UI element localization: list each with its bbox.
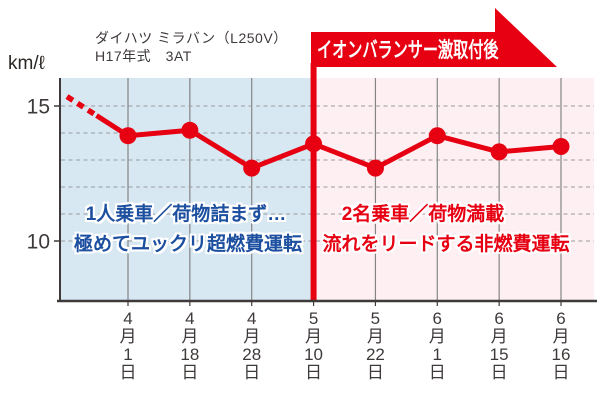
annotation-after-line1: 2名乗車／荷物満載	[341, 204, 505, 225]
date-label: 5 月 10 日	[304, 309, 324, 382]
annotation-before-line2: 極めてユックリ超燃費運転	[73, 234, 303, 255]
date-label: 6 月 15 日	[489, 309, 509, 382]
date-label: 5 月 22 日	[365, 309, 385, 382]
install-banner-label: イオンバランサー激取付後	[317, 39, 499, 62]
annotation-after-line2: 流れをリードする非燃費運転	[322, 234, 570, 255]
vehicle-subtitle: H17年式 3AT	[95, 48, 192, 64]
date-label: 6 月 16 日	[551, 309, 571, 382]
y-tick-label: 10	[27, 231, 50, 254]
vehicle-title: ダイハツ ミラバン（L250V）	[95, 30, 288, 46]
date-label: 4 月 28 日	[242, 309, 262, 382]
vehicle-info: ダイハツ ミラバン（L250V） H17年式 3AT	[95, 29, 288, 65]
date-label: 4 月 18 日	[180, 309, 200, 382]
y-axis-unit-label: km/ℓ	[8, 53, 45, 74]
y-tick-label: 15	[27, 96, 50, 119]
annotation-before-line1: 1人乗車／荷物詰まず…	[85, 204, 287, 225]
